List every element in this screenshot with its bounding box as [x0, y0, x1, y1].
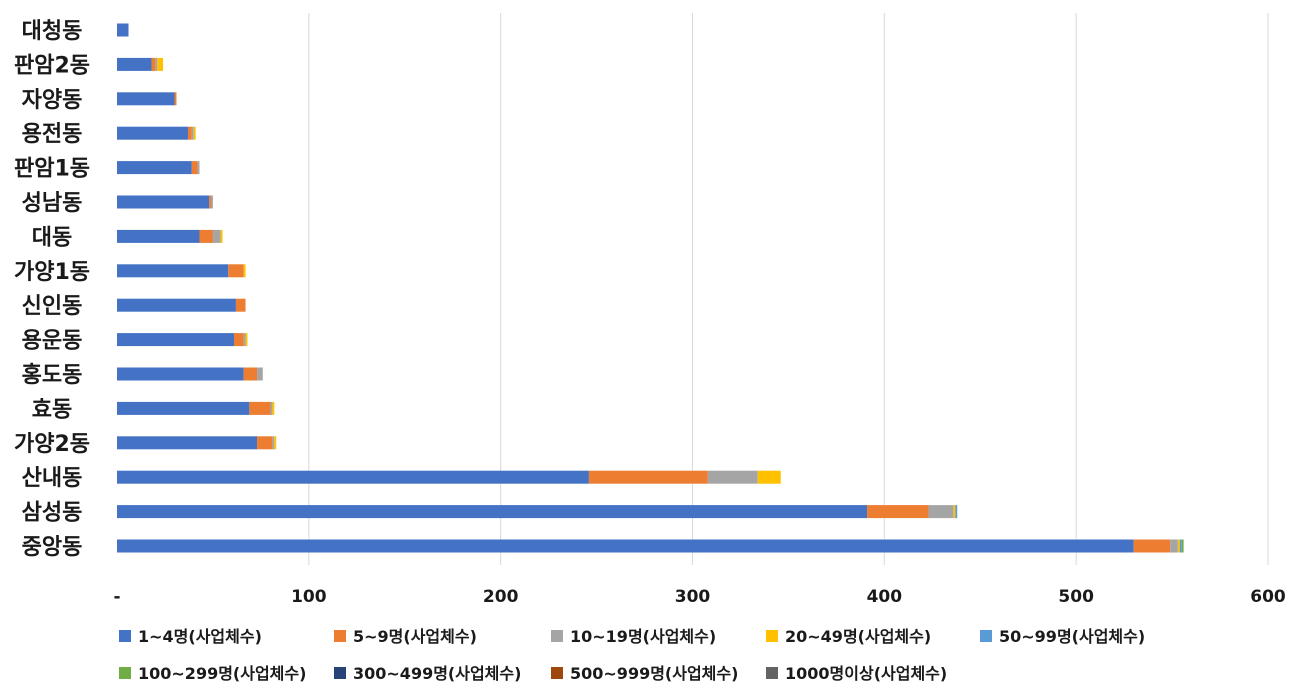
bar-중앙동-series-1 [1133, 539, 1171, 553]
category-label-가양1동: 가양1동 [14, 260, 90, 285]
bar-자양동-series-1 [174, 92, 177, 106]
bar-가양1동-series-1 [228, 264, 244, 278]
bar-가양2동-series-2 [272, 436, 275, 450]
bar-삼성동-series-0 [117, 505, 868, 519]
bar-성남동-series-0 [117, 195, 210, 209]
category-label-효동: 효동 [32, 397, 72, 422]
bar-용전동-series-2 [191, 126, 194, 140]
bar-가양2동-series-1 [257, 436, 273, 450]
category-label-자양동: 자양동 [22, 88, 83, 113]
bar-중앙동-series-5 [1181, 539, 1184, 553]
bar-효동-series-0 [117, 401, 250, 415]
legend-swatch-series-5 [119, 667, 131, 679]
legend-label-series-5: 100~299명(사업체수) [138, 664, 306, 683]
legend-label-series-4: 50~99명(사업체수) [999, 627, 1145, 646]
bar-대동-series-3 [220, 229, 223, 243]
bar-용운동-series-0 [117, 333, 235, 347]
x-tick-label-500: 500 [1058, 587, 1094, 607]
bar-자양동-series-0 [117, 92, 175, 106]
bar-효동-series-2 [270, 401, 273, 415]
legend-swatch-series-1 [334, 630, 346, 642]
bar-가양2동-series-0 [117, 436, 258, 450]
legend-label-series-2: 10~19명(사업체수) [570, 627, 716, 646]
bar-가양1동-series-0 [117, 264, 229, 278]
bar-판암2동-series-0 [117, 57, 152, 71]
category-label-판암2동: 판암2동 [14, 53, 90, 78]
bar-산내동-series-1 [588, 470, 708, 484]
bar-효동-series-3 [272, 401, 275, 415]
bar-산내동-series-2 [707, 470, 758, 484]
bar-판암1동-series-2 [197, 161, 200, 175]
category-label-중앙동: 중앙동 [22, 535, 83, 560]
bar-가양1동-series-3 [243, 264, 246, 278]
legend-label-series-6: 300~499명(사업체수) [353, 664, 521, 683]
bar-대동-series-0 [117, 229, 200, 243]
bar-효동-series-1 [249, 401, 271, 415]
category-label-대동: 대동 [32, 225, 72, 250]
category-label-홍도동: 홍도동 [22, 363, 83, 388]
category-label-성남동: 성남동 [22, 191, 83, 216]
bar-용전동-series-0 [117, 126, 188, 140]
legend-swatch-series-8 [766, 667, 778, 679]
bar-판암1동-series-1 [191, 161, 198, 175]
legend-swatch-series-6 [334, 667, 346, 679]
legend-label-series-0: 1~4명(사업체수) [138, 627, 262, 646]
category-label-신인동: 신인동 [22, 294, 83, 319]
legend-label-series-1: 5~9명(사업체수) [353, 627, 477, 646]
bar-홍도동-series-0 [117, 367, 244, 381]
bar-홍도동-series-1 [243, 367, 258, 381]
x-tick-label-0: - [113, 587, 120, 607]
bar-성남동-series-1 [209, 195, 211, 209]
legend-label-series-8: 1000명이상(사업체수) [785, 664, 947, 683]
bar-삼성동-series-2 [928, 505, 954, 519]
bar-가양2동-series-3 [274, 436, 277, 450]
category-label-대청동: 대청동 [22, 19, 83, 44]
category-label-산내동: 산내동 [22, 466, 83, 491]
x-tick-label-600: 600 [1250, 587, 1286, 607]
category-label-용전동: 용전동 [22, 122, 83, 147]
legend-swatch-series-7 [551, 667, 563, 679]
bar-대청동-series-0 [117, 23, 129, 37]
x-tick-label-300: 300 [675, 587, 711, 607]
bar-중앙동-series-2 [1170, 539, 1178, 553]
bar-성남동-series-2 [210, 195, 213, 209]
legend-label-series-7: 500~999명(사업체수) [570, 664, 738, 683]
bar-신인동-series-1 [235, 298, 246, 312]
bar-판암2동-series-2 [155, 57, 158, 71]
bar-산내동-series-3 [757, 470, 781, 484]
bar-용전동-series-3 [193, 126, 196, 140]
category-label-가양2동: 가양2동 [14, 432, 90, 457]
bar-삼성동-series-1 [867, 505, 929, 519]
category-label-삼성동: 삼성동 [22, 501, 83, 526]
bar-용운동-series-2 [243, 333, 246, 347]
legend-label-series-3: 20~49명(사업체수) [785, 627, 931, 646]
bar-용운동-series-1 [234, 333, 244, 347]
x-tick-label-200: 200 [483, 587, 519, 607]
bar-신인동-series-0 [117, 298, 236, 312]
bar-용전동-series-1 [187, 126, 192, 140]
x-tick-label-400: 400 [867, 587, 903, 607]
bar-중앙동-series-0 [117, 539, 1134, 553]
bar-삼성동-series-3 [953, 505, 956, 519]
bar-판암2동-series-1 [151, 57, 156, 71]
bar-홍도동-series-2 [257, 367, 263, 381]
bar-중앙동-series-4 [1179, 539, 1182, 553]
bar-중앙동-series-3 [1177, 539, 1180, 553]
legend-swatch-series-4 [980, 630, 992, 642]
x-tick-label-100: 100 [291, 587, 327, 607]
bar-판암1동-series-0 [117, 161, 192, 175]
bar-용운동-series-3 [245, 333, 248, 347]
bar-대동-series-2 [212, 229, 221, 243]
legend-swatch-series-0 [119, 630, 131, 642]
legend-swatch-series-3 [766, 630, 778, 642]
category-label-판암1동: 판암1동 [14, 157, 90, 182]
bar-대동-series-1 [199, 229, 213, 243]
bar-산내동-series-0 [117, 470, 589, 484]
bar-삼성동-series-4 [955, 505, 958, 519]
bar-판암2동-series-3 [157, 57, 164, 71]
category-label-용운동: 용운동 [22, 329, 83, 354]
legend-swatch-series-2 [551, 630, 563, 642]
